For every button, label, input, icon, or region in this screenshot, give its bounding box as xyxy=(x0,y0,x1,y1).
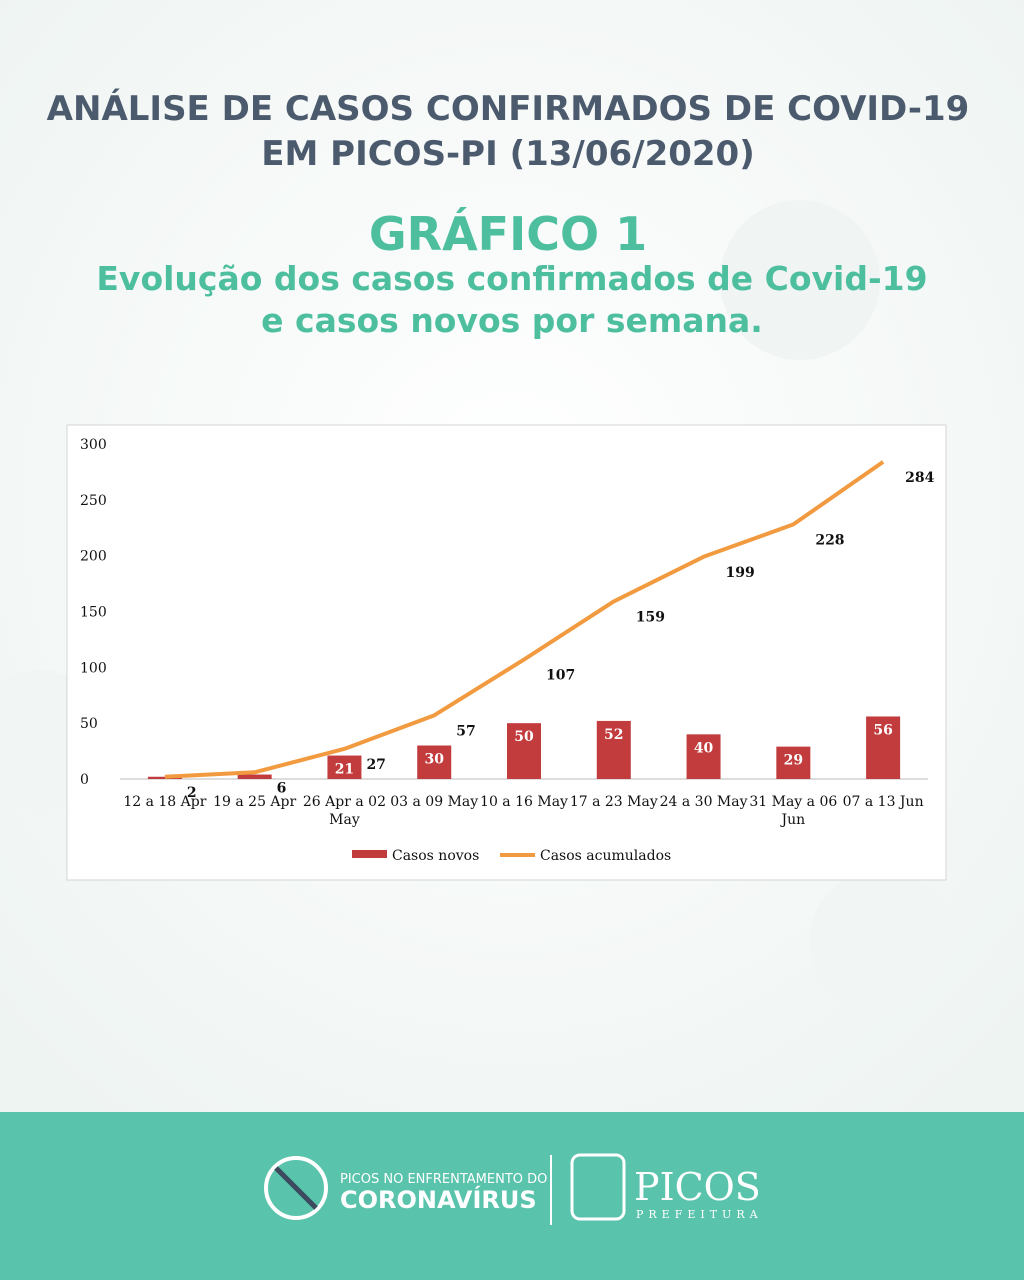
line-label: 27 xyxy=(366,757,385,773)
bar xyxy=(507,723,541,779)
y-tick-label: 0 xyxy=(80,772,89,788)
virus-decoration xyxy=(720,200,880,360)
x-tick-label: 07 a 13 Jun xyxy=(843,794,924,810)
y-tick-label: 150 xyxy=(80,605,107,621)
chart-label: GRÁFICO 1 xyxy=(369,207,647,261)
x-tick-label: 24 a 30 May xyxy=(660,794,748,810)
line xyxy=(164,460,885,779)
bar-label: 21 xyxy=(335,762,354,778)
virus-decoration xyxy=(810,870,950,1010)
bar-label: 30 xyxy=(424,752,444,768)
bar xyxy=(596,720,631,779)
x-tick-label: 31 May a 06 Jun xyxy=(749,794,837,828)
bar xyxy=(686,734,721,779)
x-tick-label: 19 a 25 Apr xyxy=(213,794,296,810)
y-tick-label: 200 xyxy=(80,549,107,565)
chart-frame xyxy=(66,424,947,881)
bar xyxy=(237,774,272,779)
line-label: 284 xyxy=(905,470,934,486)
bar-label: 52 xyxy=(604,727,623,743)
bar xyxy=(147,776,182,779)
city-name: PICOS xyxy=(634,1165,761,1209)
legend-label: Casos acumulados xyxy=(540,848,671,864)
legend-label: Casos novos xyxy=(392,848,479,864)
x-tick-label: 10 a 16 May xyxy=(480,794,568,810)
city-sub: PREFEITURA xyxy=(636,1208,763,1221)
bar xyxy=(866,716,901,779)
x-tick-label: 12 a 18 Apr xyxy=(123,794,206,810)
city-crest xyxy=(570,1153,626,1221)
subtitle-line: e casos novos por semana. xyxy=(261,301,763,340)
campaign-icon xyxy=(274,1166,318,1210)
bar-label: 40 xyxy=(694,740,714,756)
legend-swatch xyxy=(352,850,387,858)
x-tick-label: 03 a 09 May xyxy=(390,794,478,810)
y-tick-label: 300 xyxy=(80,437,107,453)
campaign-icon xyxy=(264,1156,328,1220)
line-label: 2 xyxy=(187,785,197,801)
x-tick-label: 17 a 23 May xyxy=(570,794,658,810)
bar-label: 29 xyxy=(784,753,803,769)
campaign-big: CORONAVÍRUS xyxy=(340,1185,537,1214)
x-tick-label: 26 Apr a 02 May xyxy=(303,794,386,828)
subtitle-line: Evolução dos casos confirmados de Covid-… xyxy=(96,259,927,298)
line-label: 107 xyxy=(546,668,575,684)
line-label: 6 xyxy=(277,780,287,796)
line-label: 199 xyxy=(726,565,755,581)
line-label: 228 xyxy=(815,532,844,548)
bar-label: 50 xyxy=(514,729,534,745)
y-tick-label: 250 xyxy=(80,493,107,509)
line-label: 57 xyxy=(456,723,475,739)
title-line: ANÁLISE DE CASOS CONFIRMADOS DE COVID-19 xyxy=(47,88,970,129)
bar xyxy=(776,746,811,779)
y-tick-label: 100 xyxy=(80,660,107,676)
line-label: 159 xyxy=(636,609,665,625)
bar xyxy=(327,755,362,779)
footer-band xyxy=(0,1112,1024,1280)
bar-label: 56 xyxy=(873,722,892,738)
y-tick-label: 50 xyxy=(80,716,98,732)
bar xyxy=(417,745,452,779)
title-line: EM PICOS-PI (13/06/2020) xyxy=(261,134,755,174)
campaign-small: PICOS NO ENFRENTAMENTO DO xyxy=(340,1172,547,1187)
